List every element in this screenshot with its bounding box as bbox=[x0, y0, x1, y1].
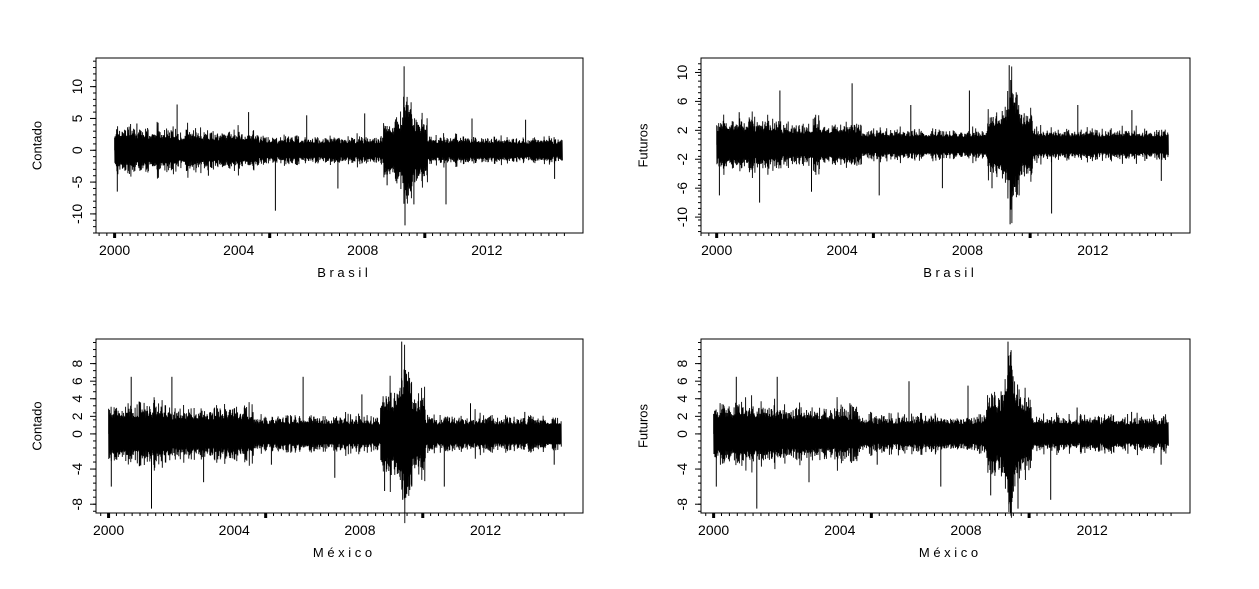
x-tick-label: 2008 bbox=[344, 522, 375, 538]
y-tick-label: -8 bbox=[674, 498, 690, 511]
y-tick-label: -8 bbox=[69, 498, 85, 511]
x-tick-label: 2008 bbox=[950, 522, 981, 538]
x-major-tick bbox=[1028, 233, 1032, 238]
y-tick-label: 0 bbox=[69, 430, 85, 438]
y-tick-label: -4 bbox=[674, 463, 690, 476]
panel-contado-mexico: 2000 2004 2008 2012 -8 -4 0 2 4 6 8 Contado M é x i … bbox=[30, 338, 584, 560]
y-axis-label: Contado bbox=[30, 121, 45, 170]
plot-frame bbox=[700, 338, 1191, 514]
y-tick-label: -2 bbox=[674, 153, 690, 166]
y-tick-label: 10 bbox=[674, 64, 690, 80]
y-tick-label: 6 bbox=[674, 97, 690, 105]
y-tick-label: -10 bbox=[674, 207, 690, 227]
x-axis-label: M é x i c o bbox=[313, 545, 372, 560]
x-major-tick bbox=[1027, 513, 1031, 518]
x-tick-label: 2008 bbox=[347, 242, 378, 258]
y-tick-label: 0 bbox=[674, 430, 690, 438]
y-axis-label: Contado bbox=[30, 401, 45, 450]
plot-frame bbox=[95, 338, 584, 514]
x-tick-label: 2004 bbox=[223, 242, 254, 258]
y-tick-label: 10 bbox=[69, 79, 85, 95]
x-major-tick bbox=[423, 233, 427, 238]
panel-contado-brasil: 2000 2004 2008 2012 -10 -5 0 5 10 Contado B r a s … bbox=[30, 57, 584, 280]
x-tick-label: 2000 bbox=[99, 242, 130, 258]
y-axis-label: Futuros bbox=[636, 123, 651, 168]
x-axis-label: B r a s i l bbox=[923, 265, 974, 280]
y-tick-label: 5 bbox=[69, 114, 85, 122]
x-major-tick bbox=[712, 513, 716, 518]
x-major-tick bbox=[268, 233, 272, 238]
x-tick-label: 2012 bbox=[1077, 522, 1108, 538]
y-tick-label: 6 bbox=[674, 377, 690, 385]
y-tick-label: 8 bbox=[674, 360, 690, 368]
x-tick-label: 2012 bbox=[471, 242, 502, 258]
x-tick-label: 2000 bbox=[698, 522, 729, 538]
x-tick-label: 2000 bbox=[701, 242, 732, 258]
y-tick-label: 8 bbox=[69, 360, 85, 368]
x-tick-label: 2004 bbox=[219, 522, 250, 538]
plot-frame bbox=[700, 57, 1191, 234]
y-tick-label: -10 bbox=[69, 204, 85, 224]
x-axis-label: B r a s i l bbox=[317, 265, 368, 280]
x-tick-label: 2000 bbox=[93, 522, 124, 538]
x-major-tick bbox=[871, 233, 875, 238]
x-axis-label: M é x i c o bbox=[919, 545, 978, 560]
y-axis-label: Futuros bbox=[636, 403, 651, 448]
y-tick-label: 6 bbox=[69, 377, 85, 385]
y-tick-label: 4 bbox=[69, 395, 85, 403]
y-tick-label: 2 bbox=[674, 412, 690, 420]
y-tick-label: 2 bbox=[69, 412, 85, 420]
x-major-tick bbox=[715, 233, 719, 238]
x-tick-label: 2004 bbox=[826, 242, 857, 258]
x-tick-label: 2008 bbox=[952, 242, 983, 258]
y-tick-label: 4 bbox=[674, 395, 690, 403]
x-major-tick bbox=[264, 513, 268, 518]
y-tick-label: -6 bbox=[674, 182, 690, 195]
y-tick-label: -5 bbox=[69, 176, 85, 189]
y-tick-label: 2 bbox=[674, 126, 690, 134]
x-tick-label: 2004 bbox=[824, 522, 855, 538]
x-major-tick bbox=[869, 513, 873, 518]
x-major-tick bbox=[421, 513, 425, 518]
x-tick-label: 2012 bbox=[1077, 242, 1108, 258]
series-trace bbox=[114, 96, 563, 204]
x-major-tick bbox=[113, 233, 117, 238]
panel-futuros-mexico: 2000 2004 2008 2012 -8 -4 0 2 4 6 8 Futuros M é x i … bbox=[636, 338, 1191, 560]
y-tick-label: 0 bbox=[69, 146, 85, 154]
panel-futuros-brasil: 2000 2004 2008 2012 -10 -6 -2 2 6 10 Futuros B r a … bbox=[636, 57, 1191, 280]
x-tick-label: 2012 bbox=[470, 522, 501, 538]
x-major-tick bbox=[107, 513, 111, 518]
y-tick-label: -4 bbox=[69, 463, 85, 476]
